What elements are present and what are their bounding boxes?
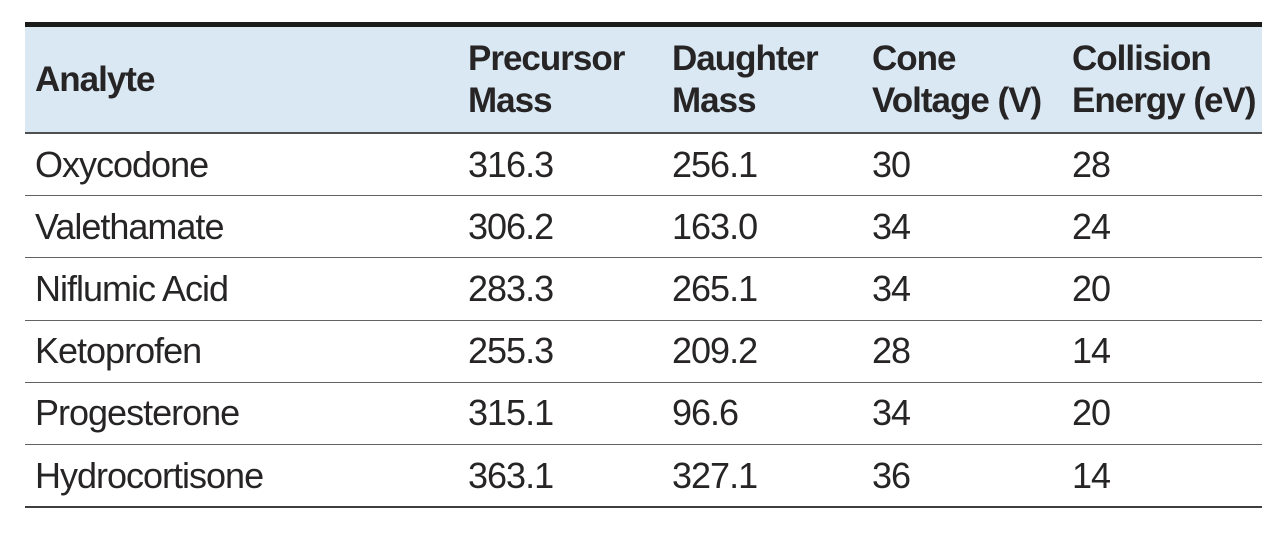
cell-daughter-mass: 96.6	[672, 392, 739, 434]
cell-daughter-mass: 209.2	[672, 330, 758, 372]
cell-daughter-mass: 256.1	[672, 143, 758, 185]
table-row: Niflumic Acid 283.3 265.1 34 20	[25, 258, 1262, 321]
header-cell-cone-voltage: Cone Voltage (V)	[872, 38, 1042, 120]
cell-analyte: Progesterone	[35, 392, 240, 434]
table-row: Progesterone 315.1 96.6 34 20	[25, 382, 1262, 445]
cell-precursor-mass: 315.1	[468, 392, 554, 434]
header-cell-collision-energy: Collision Energy (eV)	[1072, 38, 1257, 120]
cell-analyte: Valethamate	[35, 205, 224, 247]
cell-daughter-mass: 265.1	[672, 267, 758, 309]
mrm-parameters-table: Analyte Precursor Mass Daughter Mass Cone V…	[25, 22, 1262, 509]
cell-cone-voltage: 36	[872, 454, 911, 496]
cell-cone-voltage: 34	[872, 267, 911, 309]
cell-precursor-mass: 363.1	[468, 454, 554, 496]
cell-collision-energy: 24	[1072, 205, 1111, 247]
cell-cone-voltage: 34	[872, 205, 911, 247]
cell-collision-energy: 14	[1072, 454, 1111, 496]
cell-analyte: Ketoprofen	[35, 330, 202, 372]
header-cell-precursor-mass: Precursor Mass	[468, 38, 625, 120]
header-cell-analyte: Analyte	[35, 59, 155, 99]
cell-collision-energy: 28	[1072, 143, 1111, 185]
cell-collision-energy: 14	[1072, 330, 1111, 372]
cell-collision-energy: 20	[1072, 392, 1111, 434]
cell-precursor-mass: 306.2	[468, 205, 554, 247]
table-row: Oxycodone 316.3 256.1 30 28	[25, 134, 1262, 197]
table-row: Ketoprofen 255.3 209.2 28 14	[25, 320, 1262, 383]
cell-analyte: Niflumic Acid	[35, 267, 229, 309]
cell-analyte: Hydrocortisone	[35, 454, 264, 496]
cell-precursor-mass: 255.3	[468, 330, 554, 372]
table-header-row: Analyte Precursor Mass Daughter Mass Cone V…	[25, 22, 1262, 134]
cell-precursor-mass: 316.3	[468, 143, 554, 185]
table-row: Valethamate 306.2 163.0 34 24	[25, 196, 1262, 259]
cell-daughter-mass: 163.0	[672, 205, 758, 247]
cell-cone-voltage: 30	[872, 143, 911, 185]
table-body: Oxycodone 316.3 256.1 30 28 Valethamate …	[25, 134, 1262, 509]
cell-analyte: Oxycodone	[35, 143, 209, 185]
cell-cone-voltage: 28	[872, 330, 911, 372]
cell-precursor-mass: 283.3	[468, 267, 554, 309]
table-row: Hydrocortisone 363.1 327.1 36 14	[25, 444, 1262, 509]
header-cell-daughter-mass: Daughter Mass	[672, 38, 819, 120]
cell-cone-voltage: 34	[872, 392, 911, 434]
cell-collision-energy: 20	[1072, 267, 1111, 309]
cell-daughter-mass: 327.1	[672, 454, 758, 496]
